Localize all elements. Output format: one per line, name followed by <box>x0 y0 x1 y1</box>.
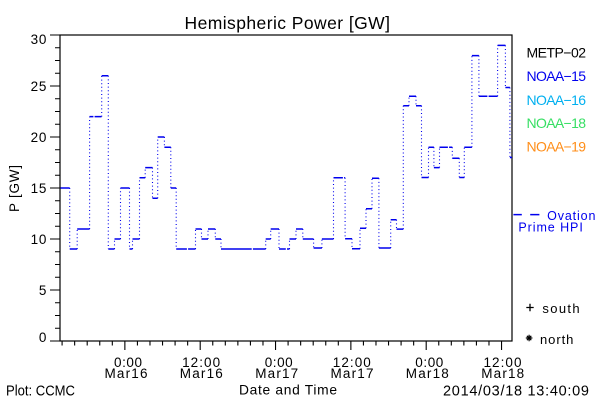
svg-text:0:00: 0:00 <box>415 355 443 370</box>
svg-text:Mar16: Mar16 <box>180 366 223 381</box>
svg-text:NOAA−16: NOAA−16 <box>527 92 587 108</box>
svg-text:2014/03/18 13:40:09: 2014/03/18 13:40:09 <box>443 384 589 400</box>
svg-text:Mar18: Mar18 <box>481 366 524 381</box>
svg-text:METP−02: METP−02 <box>527 45 587 61</box>
svg-text:Date and Time: Date and Time <box>239 383 337 398</box>
svg-text:Mar17: Mar17 <box>255 366 298 381</box>
svg-text:0:00: 0:00 <box>265 355 293 370</box>
svg-text:Plot: CCMC: Plot: CCMC <box>6 384 75 400</box>
svg-text:0: 0 <box>39 330 47 345</box>
svg-text:NOAA−18: NOAA−18 <box>527 115 587 131</box>
svg-text:Prime HPI: Prime HPI <box>518 220 582 234</box>
svg-text:south: south <box>542 301 579 316</box>
svg-text:12:00: 12:00 <box>182 355 220 370</box>
svg-text:Mar17: Mar17 <box>331 366 374 381</box>
svg-text:Mar18: Mar18 <box>406 366 449 381</box>
svg-text:12:00: 12:00 <box>333 355 371 370</box>
svg-text:NOAA−15: NOAA−15 <box>527 68 587 84</box>
svg-text:P [GW]: P [GW] <box>7 165 22 212</box>
svg-text:0:00: 0:00 <box>114 355 142 370</box>
svg-text:10: 10 <box>31 232 47 247</box>
svg-text:Mar16: Mar16 <box>105 366 148 381</box>
svg-text:Hemispheric Power [GW]: Hemispheric Power [GW] <box>185 13 391 33</box>
svg-text:30: 30 <box>31 32 47 47</box>
svg-text:5: 5 <box>39 283 47 298</box>
svg-text:north: north <box>540 332 573 347</box>
svg-text:20: 20 <box>31 130 47 145</box>
svg-text:Ovation: Ovation <box>547 209 595 223</box>
svg-text:12:00: 12:00 <box>484 355 522 370</box>
svg-text:25: 25 <box>31 79 47 94</box>
svg-text:NOAA−19: NOAA−19 <box>527 139 587 155</box>
svg-text:15: 15 <box>31 181 47 196</box>
